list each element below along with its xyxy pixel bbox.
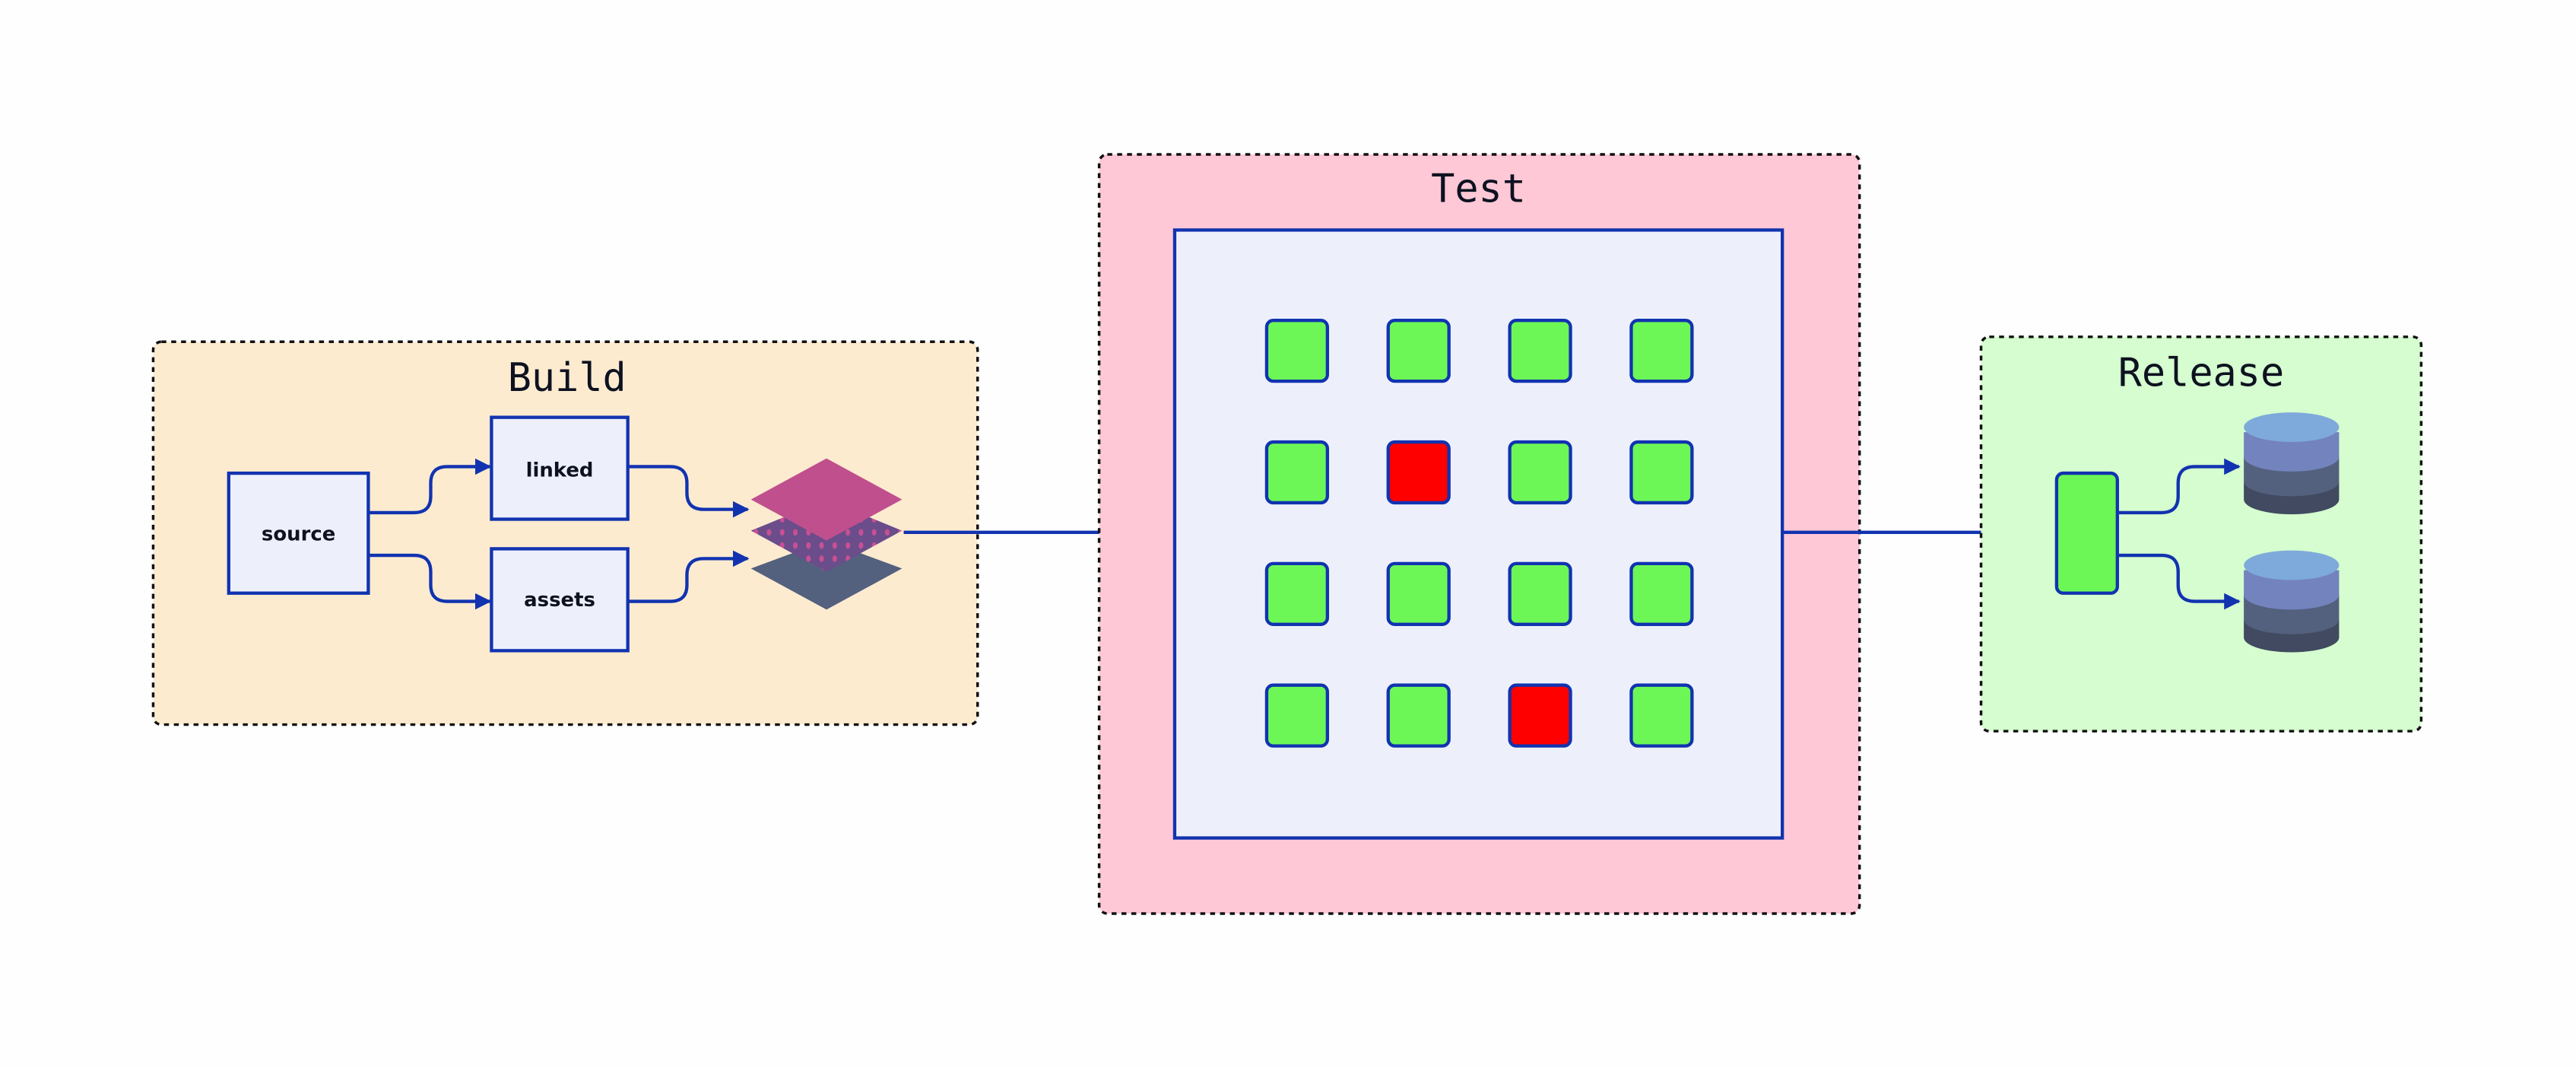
release-title: Release bbox=[2118, 351, 2284, 396]
test-cell-pass[interactable] bbox=[1264, 561, 1329, 626]
node-source-label: source bbox=[262, 523, 335, 546]
test-cell-pass[interactable] bbox=[1508, 319, 1572, 383]
database-icon bbox=[2244, 412, 2340, 515]
test-cell-pass[interactable] bbox=[1629, 319, 1694, 383]
edge-linked-layers bbox=[627, 465, 750, 518]
node-assets-label: assets bbox=[524, 589, 595, 612]
test-grid bbox=[1264, 319, 1694, 748]
build-stage: Build source linked assets bbox=[151, 340, 979, 726]
release-stage: Release bbox=[1979, 335, 2423, 733]
edge-assets-layers bbox=[627, 550, 750, 603]
test-cell-pass[interactable] bbox=[1386, 561, 1451, 626]
edge-release-db1 bbox=[2118, 458, 2241, 515]
node-linked-label: linked bbox=[526, 459, 594, 482]
test-title: Test bbox=[1431, 167, 1526, 212]
test-cell-fail[interactable] bbox=[1508, 683, 1572, 748]
test-cell-pass[interactable] bbox=[1629, 561, 1694, 626]
edge-release-db2 bbox=[2118, 553, 2241, 610]
layers-icon bbox=[750, 458, 903, 610]
node-source[interactable]: source bbox=[227, 471, 370, 595]
release-node[interactable] bbox=[2054, 471, 2119, 595]
test-cell-pass[interactable] bbox=[1508, 440, 1572, 505]
test-cell-pass[interactable] bbox=[1386, 683, 1451, 748]
edge-source-assets bbox=[368, 553, 492, 610]
test-cell-fail[interactable] bbox=[1386, 440, 1451, 505]
test-cell-pass[interactable] bbox=[1386, 319, 1451, 383]
test-cell-pass[interactable] bbox=[1508, 561, 1572, 626]
test-stage: Test bbox=[1097, 153, 1861, 915]
build-title: Build bbox=[508, 355, 627, 401]
node-assets[interactable]: assets bbox=[490, 547, 630, 653]
test-cell-pass[interactable] bbox=[1629, 683, 1694, 748]
edge-source-linked bbox=[368, 458, 492, 515]
test-cell-pass[interactable] bbox=[1264, 440, 1329, 505]
database-icon bbox=[2244, 550, 2340, 653]
test-cell-pass[interactable] bbox=[1264, 319, 1329, 383]
test-cell-pass[interactable] bbox=[1629, 440, 1694, 505]
node-linked[interactable]: linked bbox=[490, 415, 630, 521]
test-cell-pass[interactable] bbox=[1264, 683, 1329, 748]
